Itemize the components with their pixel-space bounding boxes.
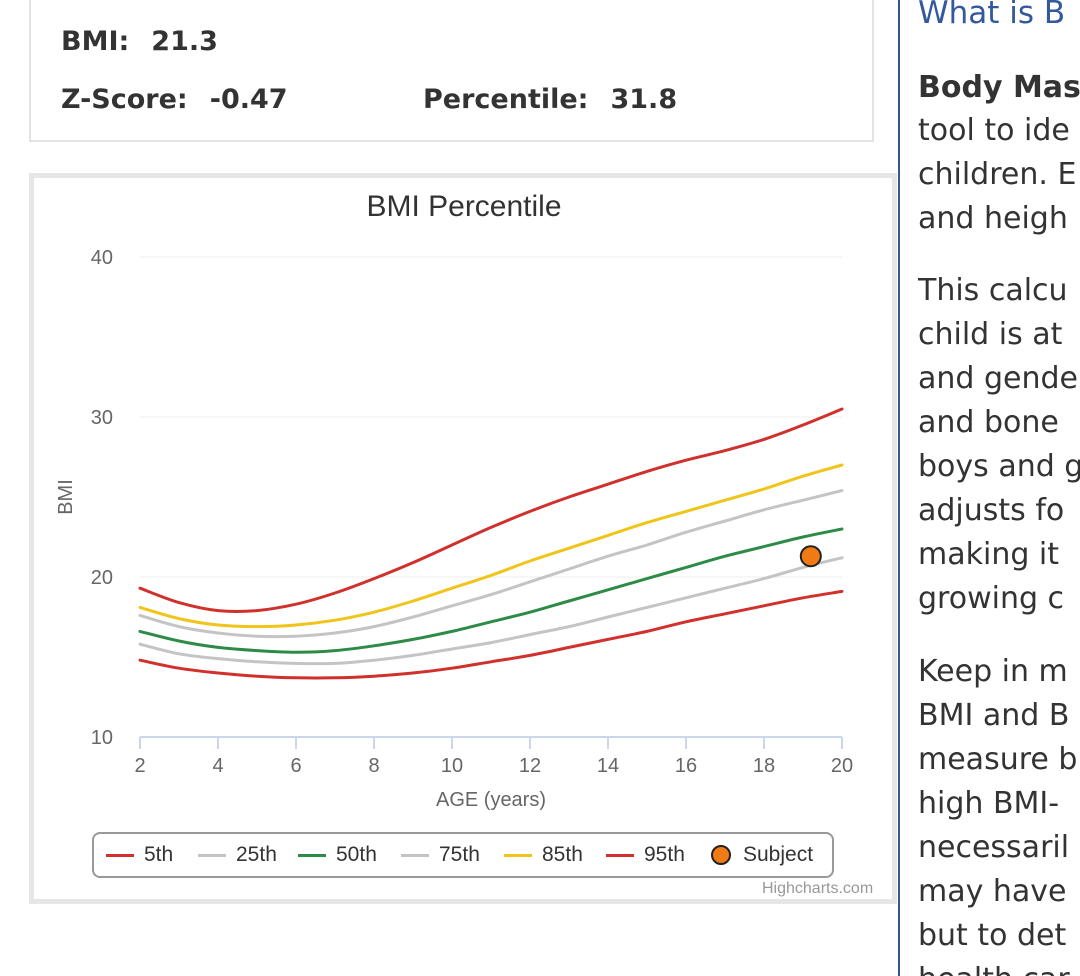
chart-title: BMI Percentile: [366, 190, 561, 223]
info-paragraph-line: Body Mas: [918, 70, 1080, 105]
zscore-stat: Z-Score: -0.47: [61, 84, 288, 115]
legend-swatch-25th: [198, 853, 226, 857]
bmi-stat: BMI: 21.3: [61, 26, 218, 57]
x-tick-label: 18: [753, 755, 775, 777]
bmi-info-column: What is B Body Mas tool to ide children.…: [918, 0, 1080, 976]
series-line-95th: [138, 407, 844, 613]
legend-swatch-75th: [401, 853, 429, 857]
x-tick-label: 2: [134, 755, 145, 777]
info-paragraph-line: necessaril: [918, 830, 1070, 865]
x-tick-label: 10: [441, 755, 463, 777]
info-paragraph-line: may have: [918, 874, 1067, 909]
x-tick-label: 16: [675, 755, 697, 777]
series-line-85th: [138, 463, 844, 629]
info-paragraph-line: Keep in m: [918, 654, 1068, 689]
y-tick-label: 30: [91, 407, 113, 429]
zscore-value: -0.47: [209, 84, 288, 115]
legend-label-75th: 75th: [439, 843, 480, 866]
legend-marker-subject: [711, 845, 731, 865]
info-paragraph-line: BMI and B: [918, 698, 1070, 733]
axes: 10 20 30 40 2 4 6 8 10 12 14 16 18 20: [91, 247, 853, 777]
legend-item-75th[interactable]: 75th: [401, 834, 480, 876]
info-paragraph-line: and heigh: [918, 201, 1068, 236]
series-line-50th: [138, 527, 844, 654]
info-paragraph-line: growing c: [918, 581, 1065, 616]
info-paragraph-line: but to det: [918, 918, 1067, 953]
highcharts-credits[interactable]: Highcharts.com: [762, 880, 874, 897]
chart-legend: 5th 25th 50th 75th 85th 95th Subject: [92, 832, 834, 878]
series-line-25th: [138, 556, 844, 666]
info-paragraph-line: child is at: [918, 317, 1063, 352]
info-paragraph-line: tool to ide: [918, 113, 1070, 148]
x-tick-label: 4: [212, 755, 223, 777]
info-paragraph-line: health car: [918, 958, 1070, 976]
x-tick-label: 6: [290, 755, 301, 777]
bmi-label: BMI:: [61, 26, 130, 57]
info-heading: What is B: [918, 0, 1066, 31]
legend-item-5th[interactable]: 5th: [106, 834, 173, 876]
legend-label-5th: 5th: [144, 843, 174, 866]
y-tick-label: 40: [91, 247, 113, 269]
grid-lines: [140, 256, 842, 578]
y-axis-title: BMI: [55, 479, 77, 515]
info-paragraph-line: children. E: [918, 157, 1077, 192]
column-divider: [898, 0, 900, 976]
x-axis-title: AGE (years): [436, 789, 546, 811]
legend-swatch-95th: [606, 853, 634, 857]
percentile-stat: Percentile: 31.8: [423, 84, 677, 115]
legend-swatch-5th: [106, 853, 134, 857]
subject-point[interactable]: [799, 545, 822, 568]
series-line-75th: [138, 489, 844, 639]
x-tick-label: 20: [831, 755, 853, 777]
legend-label-50th: 50th: [336, 843, 377, 866]
bmi-value: 21.3: [151, 26, 218, 57]
x-tick-label: 12: [519, 755, 541, 777]
zscore-label: Z-Score:: [61, 84, 188, 115]
legend-item-subject[interactable]: Subject: [711, 834, 813, 876]
legend-item-85th[interactable]: 85th: [504, 834, 583, 876]
legend-label-subject: Subject: [743, 843, 814, 866]
info-paragraph-line: making it: [918, 537, 1060, 572]
info-paragraph-line: and bone: [918, 405, 1059, 440]
y-tick-label: 10: [91, 727, 113, 749]
legend-item-95th[interactable]: 95th: [606, 834, 685, 876]
legend-label-25th: 25th: [236, 843, 277, 866]
legend-swatch-50th: [298, 853, 326, 857]
info-paragraph-line: boys and g: [918, 449, 1080, 484]
bmi-percentile-chart: BMI Percentile BMI AGE (years) 10 20 30 40 2…: [55, 190, 853, 811]
legend-swatch-85th: [504, 853, 532, 857]
legend-item-50th[interactable]: 50th: [298, 834, 377, 876]
x-tick-label: 8: [368, 755, 379, 777]
subject-point-layer: [799, 545, 822, 568]
percentile-label: Percentile:: [423, 84, 589, 115]
info-paragraph-line: adjusts fo: [918, 493, 1065, 528]
info-paragraph-line: This calcu: [918, 273, 1068, 308]
legend-item-25th[interactable]: 25th: [198, 834, 277, 876]
series-line-5th: [138, 589, 844, 680]
info-paragraph-line: measure b: [918, 742, 1078, 777]
legend-label-85th: 85th: [542, 843, 583, 866]
info-paragraph-line: high BMI-: [918, 786, 1060, 821]
legend-label-95th: 95th: [644, 843, 685, 866]
x-tick-label: 14: [597, 755, 619, 777]
series-lines: [138, 407, 844, 680]
info-paragraph-line: and gende: [918, 361, 1078, 396]
percentile-value: 31.8: [610, 84, 678, 115]
results-card: BMI: 21.3 Z-Score: -0.47 Percentile: 31.8: [29, 0, 874, 142]
y-tick-label: 20: [91, 567, 113, 589]
